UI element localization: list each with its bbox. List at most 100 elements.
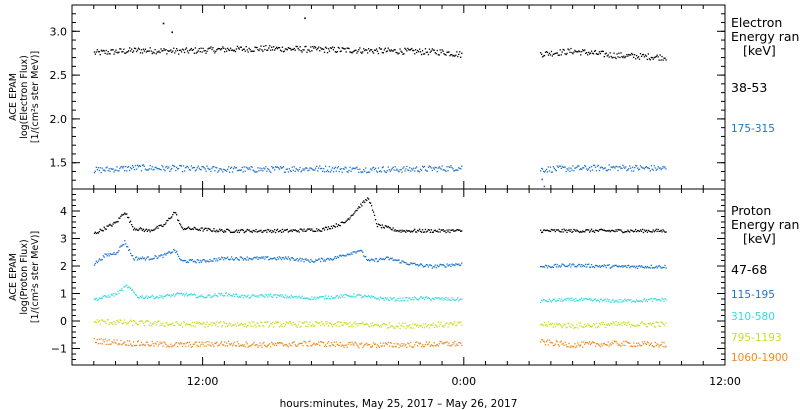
legend-units: [keV] [743,231,776,246]
data-point [172,164,174,167]
data-point [93,232,96,234]
data-point [162,225,164,228]
data-point [222,294,224,297]
data-point [598,51,601,53]
data-point [542,55,545,57]
data-point [389,50,391,52]
data-point [344,255,346,257]
data-point [332,344,335,346]
data-point [423,345,426,348]
data-point [651,322,653,325]
data-point [555,340,557,342]
data-point [204,168,206,170]
data-point [419,343,421,345]
data-point [616,230,618,232]
data-point [287,322,289,324]
data-point [356,52,358,54]
data-point [186,227,189,229]
data-point [610,301,612,303]
data-point [665,168,667,170]
data-point [108,339,110,341]
data-point [326,169,329,171]
data-point [550,341,553,344]
data-point [572,230,574,233]
data-point [309,321,311,323]
data-point [571,51,573,54]
data-point [544,51,547,53]
legend-subtitle: Energy ran [731,29,799,44]
data-point [164,325,166,327]
data-point [655,169,657,171]
data-point [212,295,214,297]
data-point [195,52,197,54]
data-point [394,345,396,348]
data-point [316,343,318,345]
data-point [414,262,416,264]
data-point [382,166,384,168]
data-point [224,295,226,297]
data-point [633,266,635,268]
data-point [225,326,227,328]
data-point [365,199,367,201]
data-point [168,251,170,253]
data-point [299,326,301,328]
data-point [294,344,296,346]
data-point [192,48,194,51]
data-point [428,264,431,266]
data-point [338,344,340,347]
data-point [191,294,193,296]
data-point [213,322,215,324]
data-point [138,48,141,50]
data-point [353,50,355,52]
data-point [174,52,176,54]
data-point [251,166,253,168]
data-point [214,322,216,325]
data-point [383,170,385,172]
data-point [117,320,119,323]
data-point [274,294,276,296]
data-point [397,343,399,345]
data-point [259,325,261,327]
data-point [584,49,586,51]
data-point [275,321,277,323]
data-point [646,300,648,303]
data-point [548,230,551,232]
data-point [191,167,193,169]
data-point [557,166,559,168]
data-point [271,258,273,260]
data-point [328,259,331,261]
data-point [294,170,296,172]
data-point [356,323,358,325]
data-point [586,52,588,54]
data-point [358,323,360,325]
data-point [277,258,280,260]
data-point [552,166,554,168]
data-point [172,322,174,324]
data-point [263,256,265,258]
data-point [585,326,587,328]
data-point [306,259,308,261]
data-point [326,257,329,260]
data-point [368,198,370,200]
data-point [650,298,652,300]
data-point [120,319,122,322]
data-point [126,213,128,215]
data-point [178,324,180,326]
data-point [363,48,365,50]
data-point [366,323,368,325]
data-point [459,51,461,53]
data-point [243,344,245,346]
data-point [101,343,103,345]
data-point-outlier [543,185,546,188]
data-point [618,265,620,267]
data-point [134,322,137,324]
data-point [443,326,445,328]
data-point [335,295,337,297]
data-point [427,229,430,231]
data-point [156,295,158,298]
data-point [566,265,568,268]
data-point [301,229,303,231]
data-point [195,169,197,171]
data-point [540,229,542,231]
data-point [374,167,377,169]
